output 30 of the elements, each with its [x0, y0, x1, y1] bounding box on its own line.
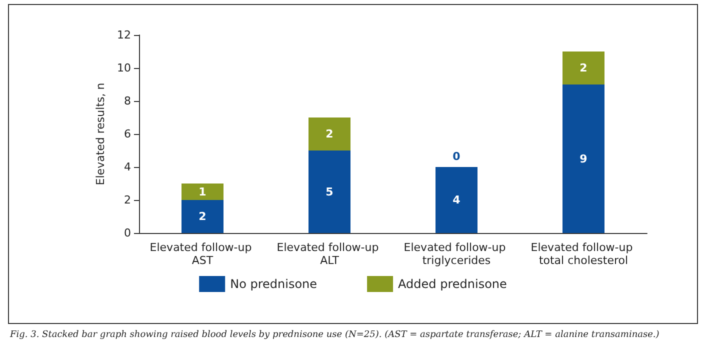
y-tick-label: 12 — [117, 28, 131, 42]
data-label: 9 — [580, 152, 588, 166]
bar — [436, 167, 478, 233]
legend-label: No prednisone — [230, 277, 318, 291]
legend-label: Added prednisone — [398, 277, 507, 291]
data-label: 2 — [326, 128, 334, 140]
x-tick-label: Elevated follow-up triglycerides — [404, 241, 510, 267]
y-tick-label: 10 — [117, 62, 131, 74]
data-label: 2 — [580, 62, 588, 74]
x-tick-label: Elevated follow-up AST — [150, 241, 256, 267]
bar — [308, 118, 350, 150]
data-label: 2 — [198, 210, 206, 223]
caption: Fig. 3. Stacked bar graph showing raised blood levels by prednisone use (N=25). (AST = aspartate transferase; ALT = alanine transaminase.) — [10, 330, 660, 340]
y-tick-label: 6 — [124, 128, 131, 140]
bar — [182, 184, 224, 200]
bar — [182, 200, 224, 233]
bar — [308, 150, 350, 233]
bar — [562, 52, 604, 84]
x-tick-label: Elevated follow-up total cholesterol — [530, 241, 636, 267]
data-label: 0 — [452, 150, 461, 163]
y-tick-label: 8 — [124, 94, 131, 108]
bar — [562, 84, 604, 233]
y-tick-label: 2 — [124, 194, 131, 206]
data-label: 5 — [326, 185, 334, 198]
data-label: 1 — [198, 185, 206, 198]
y-axis-title: Elevated results, n — [94, 82, 108, 186]
y-tick-label: 0 — [124, 226, 131, 240]
x-tick-label: Elevated follow-up ALT — [276, 241, 382, 267]
y-tick-label: 4 — [124, 160, 131, 174]
data-label: 4 — [452, 194, 461, 206]
